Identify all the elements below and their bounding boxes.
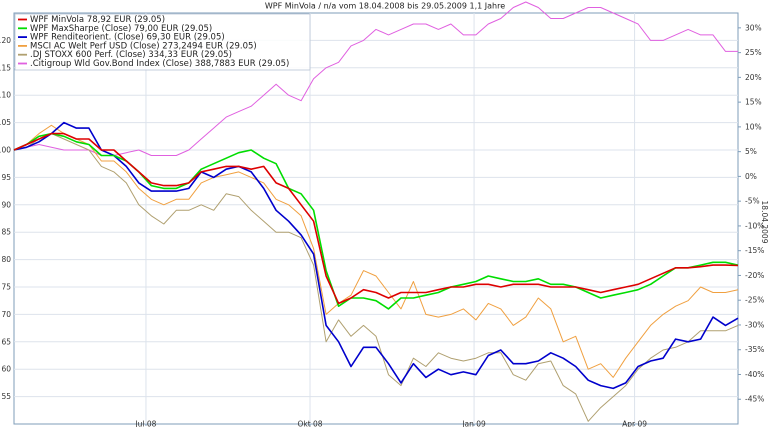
- y-tick-label-left: 75: [1, 283, 11, 292]
- chart-title: WPF MinVola / n/a vom 18.04.2008 bis 29.…: [265, 2, 505, 11]
- x-tick-label: Jan 09: [461, 420, 486, 427]
- series-line-3: [13, 121, 739, 390]
- y-tick-label-right: 20%: [745, 73, 762, 82]
- legend-entry: .DJ STOXX 600 Perf. (Close) 334,33 EUR (…: [30, 50, 232, 60]
- series-group: [13, 1, 739, 422]
- y-tick-label-left: 120: [0, 36, 11, 45]
- series-line-6: [13, 1, 738, 156]
- x-tick-label: Jul 08: [134, 420, 156, 427]
- y-tick-label-left: 90: [1, 200, 11, 209]
- y-tick-label-left: 110: [0, 91, 11, 100]
- y-tick-label-right: -35%: [745, 345, 764, 354]
- y-tick-label-left: 60: [1, 365, 11, 374]
- y-tick-label-right: -30%: [745, 320, 764, 329]
- x-tick-label: Okt 08: [297, 420, 322, 427]
- x-tick-label: Apr 09: [622, 420, 647, 427]
- plot-area: [13, 12, 739, 425]
- y-tick-label-left: 115: [0, 63, 11, 72]
- right-axis: 30% 25% 20% 15% 10% 5% 0% -5% -10% -15% -20% -25% -3…: [738, 23, 764, 404]
- grid: [14, 13, 738, 424]
- legend-box: [14, 13, 311, 71]
- y-tick-label-right: -40%: [745, 370, 764, 379]
- y-tick-label-right: 30%: [745, 23, 762, 32]
- series-line-1: [13, 132, 739, 305]
- legend-entry: WPF MaxSharpe (Close) 79,00 EUR (29.05): [30, 24, 212, 34]
- y-tick-label-right: 10%: [745, 122, 762, 131]
- legend-entry: MSCI AC Welt Perf USD (Close) 273,2494 E…: [30, 41, 257, 51]
- y-tick-label-right: 15%: [745, 98, 762, 107]
- x-axis: Jul 08 Okt 08 Jan 09 Apr 09: [134, 420, 647, 427]
- legend-entry: WPF MinVola 78,92 EUR (29.05): [30, 15, 165, 25]
- y-tick-label-left: 105: [0, 118, 11, 127]
- y-tick-label-left: 100: [0, 146, 11, 155]
- y-tick-label-right: 0%: [745, 172, 757, 181]
- series-line-4: [13, 124, 739, 378]
- y-tick-label-right: -10%: [745, 221, 764, 230]
- legend-entry: WPF Renditeorient. (Close) 69,30 EUR (29…: [30, 33, 225, 43]
- y-tick-label-right: -5%: [745, 197, 760, 206]
- left-axis: 55 60 65 70 75 80 85 90 95 100 105 110 115 120: [0, 36, 11, 401]
- y-tick-label-left: 80: [1, 255, 11, 264]
- legend-entry: .Citigroup Wld Gov.Bond Index (Close) 38…: [30, 59, 289, 69]
- y-tick-label-left: 65: [1, 337, 11, 346]
- y-tick-label-left: 70: [1, 310, 11, 319]
- series-line-5: [13, 133, 739, 422]
- date-label: 18.04.2009: [760, 201, 769, 244]
- y-tick-label-right: -15%: [745, 246, 764, 255]
- y-tick-label-left: 95: [1, 173, 11, 182]
- legend: WPF MinVola 78,92 EUR (29.05)WPF MaxShar…: [14, 13, 311, 71]
- y-tick-label-right: 5%: [745, 147, 757, 156]
- y-tick-label-left: 85: [1, 228, 11, 237]
- y-tick-label-right: -45%: [745, 395, 764, 404]
- y-tick-label-left: 55: [1, 392, 11, 401]
- y-tick-label-right: -20%: [745, 271, 764, 280]
- y-tick-label-right: 25%: [745, 48, 762, 57]
- y-tick-label-right: -25%: [745, 296, 764, 305]
